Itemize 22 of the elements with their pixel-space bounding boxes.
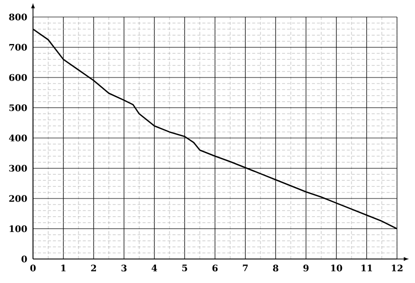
x-tick-label: 9 xyxy=(303,264,309,272)
x-tick-label: 8 xyxy=(273,264,278,272)
x-tick-label: 4 xyxy=(152,264,158,272)
x-tick-label: 0 xyxy=(30,264,36,272)
y-tick-label: 100 xyxy=(10,225,27,232)
y-tick-label: 500 xyxy=(9,104,27,112)
x-tick-label: 5 xyxy=(182,264,188,272)
x-tick-label: 2 xyxy=(91,264,96,272)
y-tick-label: 0 xyxy=(22,256,27,262)
x-tick-label: 1 xyxy=(61,264,66,272)
y-tick-label: 700 xyxy=(9,44,27,51)
x-tick-label: 12 xyxy=(392,264,402,272)
y-tick-label: 800 xyxy=(9,14,27,20)
y-tick-label: 400 xyxy=(9,134,27,142)
y-tick-label: 600 xyxy=(9,74,27,81)
x-tick-label: 6 xyxy=(212,264,218,272)
y-tick-label: 300 xyxy=(9,164,27,172)
x-tick-label: 10 xyxy=(331,264,342,272)
x-tick-label: 11 xyxy=(362,264,372,272)
x-tick-label: 3 xyxy=(122,264,127,272)
y-tick-label: 200 xyxy=(9,195,27,202)
x-tick-label: 7 xyxy=(242,264,248,272)
